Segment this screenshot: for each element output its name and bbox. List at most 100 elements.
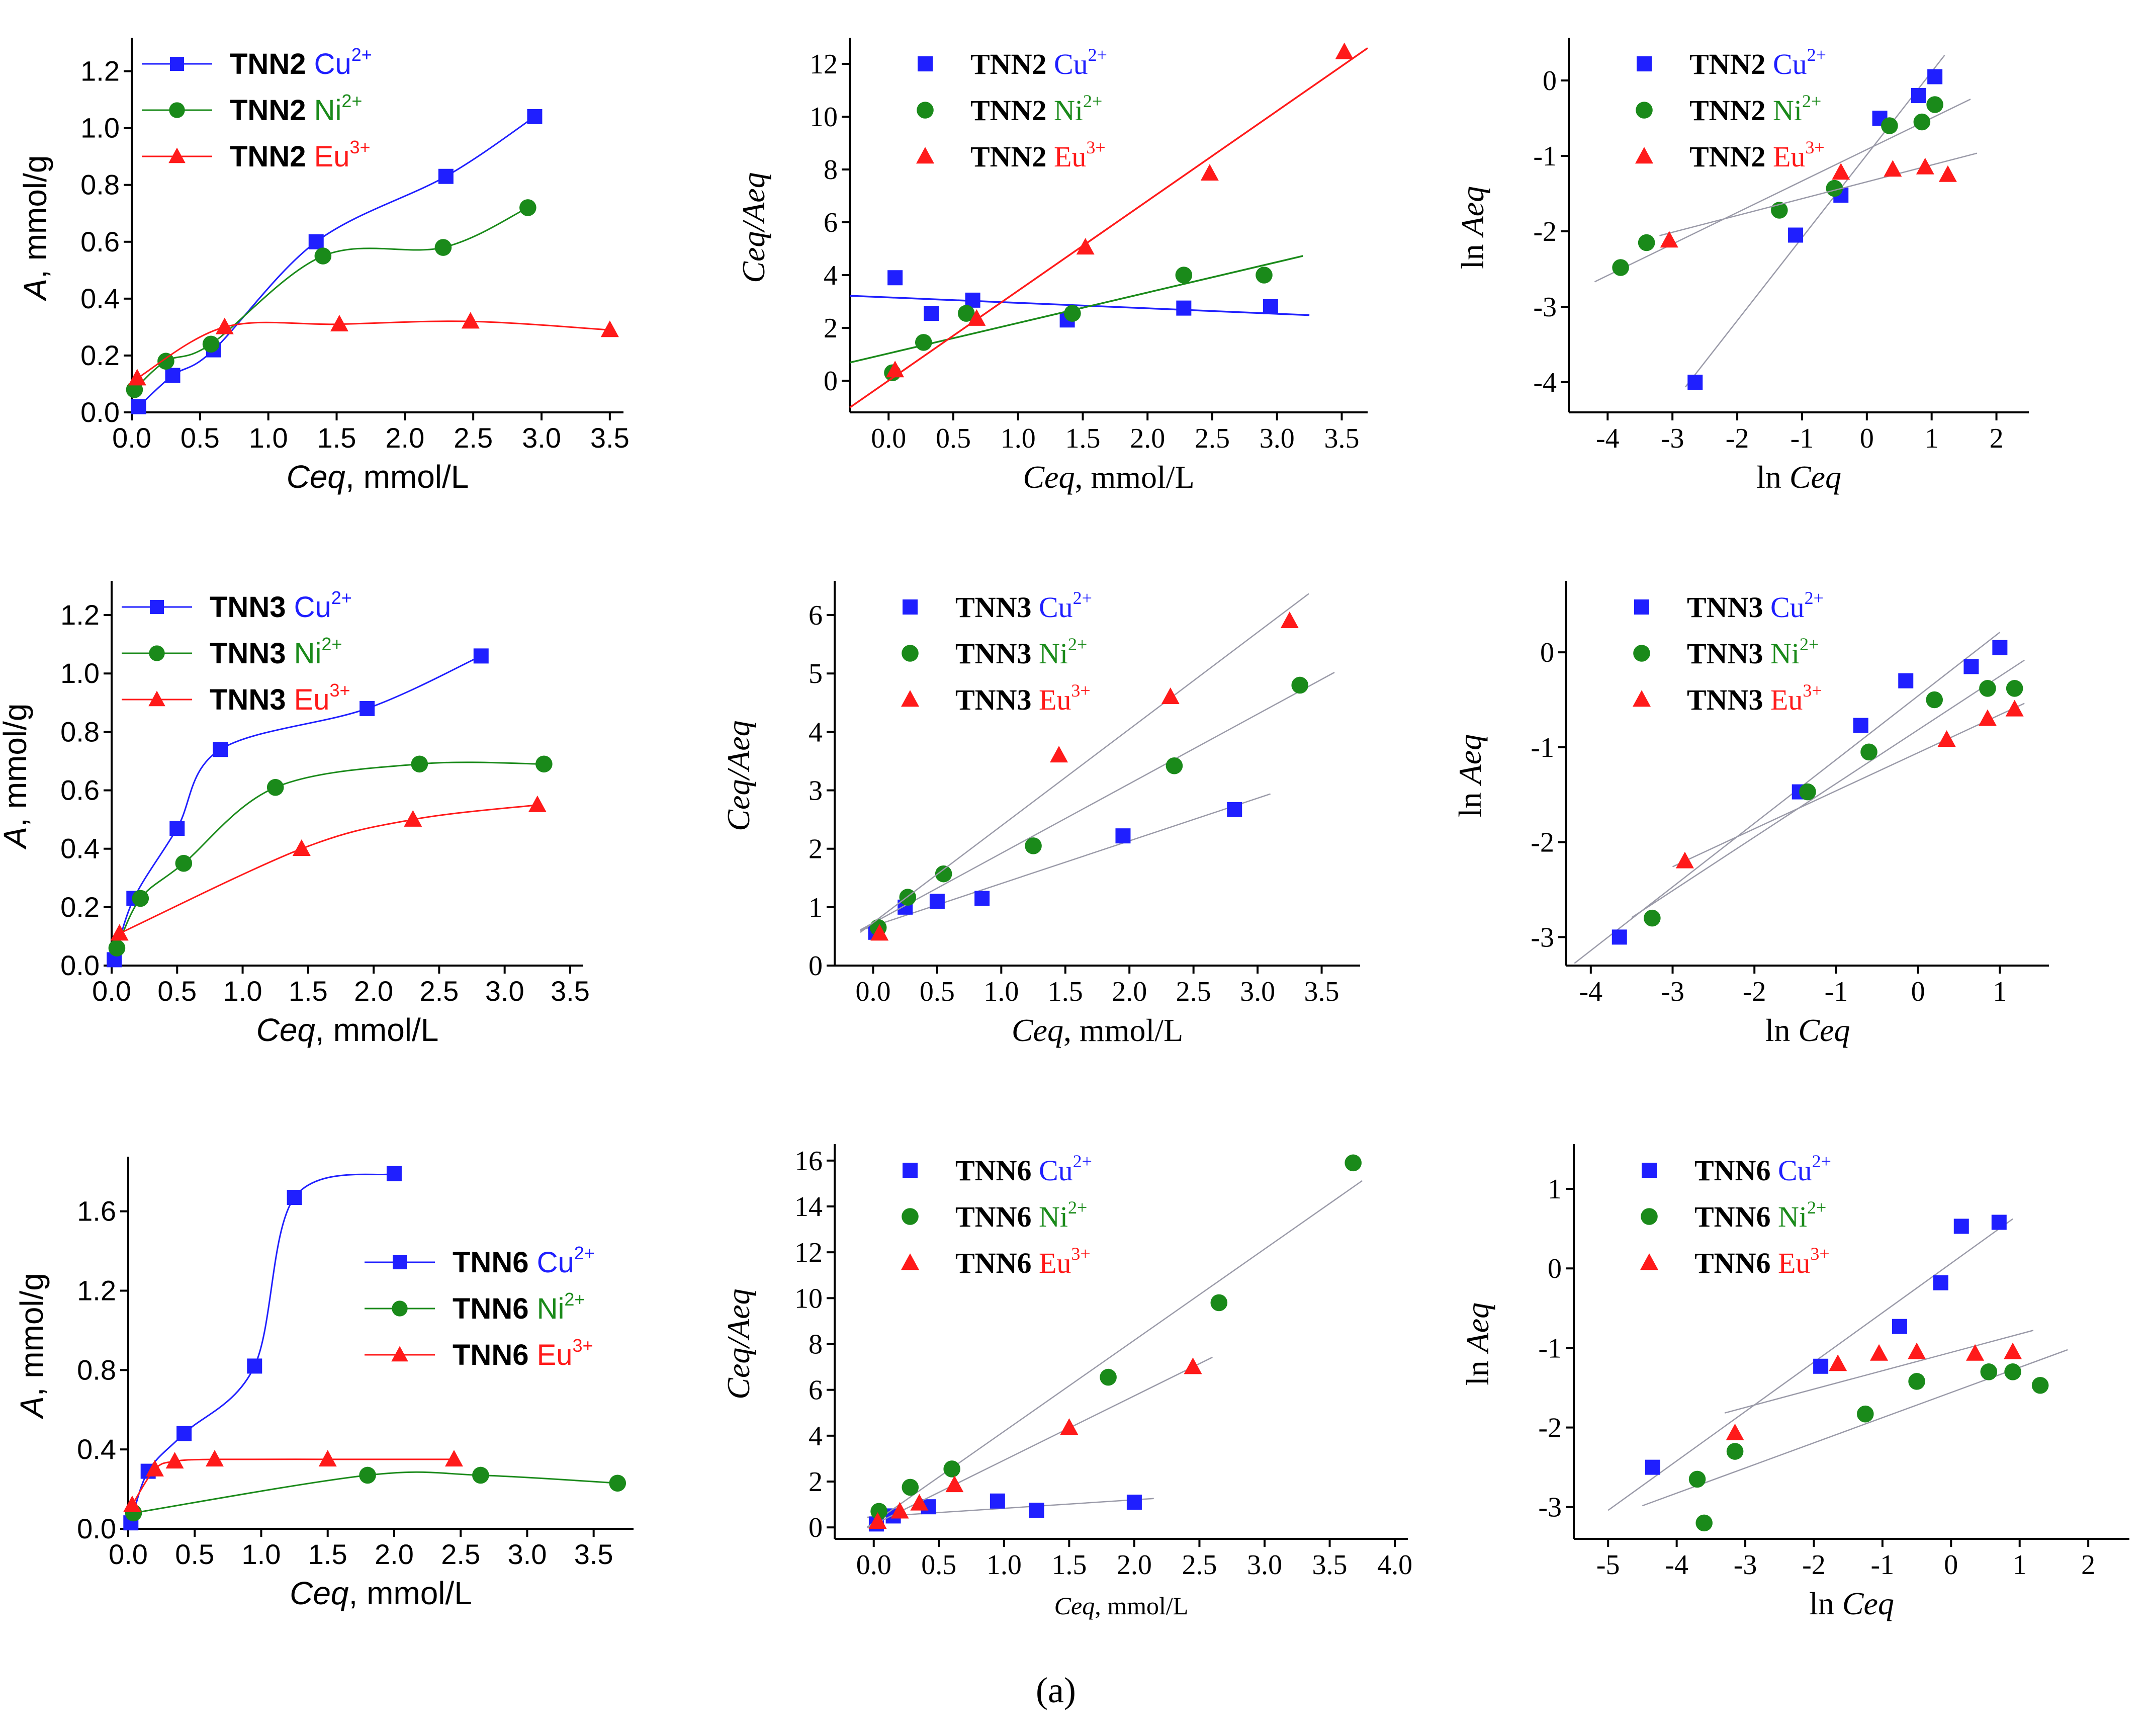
data-point [974,891,990,906]
y-tick-label: -1 [1531,732,1554,763]
data-point [1161,687,1180,704]
data-point [205,1450,224,1467]
legend-marker [391,1346,408,1362]
data-point [1884,160,1902,177]
caption-text: (a) [1036,1670,1076,1710]
x-tick-label: 2.5 [441,1538,480,1570]
y-axis-title: ln Aeq [1460,1303,1495,1385]
data-point [1870,1344,1889,1361]
data-point [1335,42,1354,59]
data-point [1184,1357,1202,1374]
x-tick-label: 2.5 [1195,423,1230,454]
regression-line [849,47,1368,408]
y-tick-label: 1.2 [77,1274,116,1306]
data-point [1029,1503,1044,1518]
legend-marker [902,1208,919,1225]
fit-curve [119,804,538,934]
data-point [902,1479,919,1496]
legend: TNN3 Cu2+ TNN3 Ni2+ TNN3 Eu3+ [1633,588,1824,716]
legend-entry: TNN6 Ni2+ [1694,1197,1826,1233]
data-point [314,247,332,265]
y-tick-label: 2 [809,834,823,865]
data-point [1227,802,1242,817]
y-tick-label: 0 [824,366,838,397]
data-point [519,199,536,216]
x-tick-label: 3.5 [1312,1549,1348,1581]
y-tick-label: 0 [809,950,823,982]
data-point [1892,1319,1907,1334]
x-tick-label: -1 [1791,423,1814,454]
legend-entry: TNN3 Ni2+ [210,634,342,670]
data-point [527,109,543,124]
series-cu [1607,1214,2013,1511]
y-tick-label: 0.6 [80,226,120,257]
x-tick-label: 1 [1993,976,2007,1007]
y-tick-label: 0 [809,1512,823,1543]
x-tick-label: -1 [1825,976,1848,1007]
regression-line [1724,1330,2034,1414]
x-tick-label: -4 [1579,976,1602,1007]
regression-line [860,593,1309,933]
legend: TNN3 Cu2+ TNN3 Ni2+ TNN3 Eu3+ [122,587,352,716]
data-point [1927,69,1943,84]
y-tick-label: 0.2 [80,339,120,371]
x-tick-label: -1 [1871,1549,1895,1581]
data-point [1076,238,1095,255]
x-tick-label: -3 [1661,976,1684,1007]
data-point [957,305,975,322]
fit-curve [133,1471,618,1514]
y-tick-label: 0.8 [80,169,120,201]
x-tick-label: 0.5 [936,423,971,454]
data-point [2004,1363,2021,1380]
data-point [929,894,945,909]
series-ni [108,755,553,957]
legend-entry: TNN6 Cu2+ [453,1243,595,1279]
series-cu [867,1493,1154,1532]
y-tick-label: 4 [809,717,823,748]
legend-entry: TNN3 Cu2+ [955,588,1092,624]
x-tick-label: 1 [1925,423,1939,454]
data-point [169,821,185,836]
legend-marker [393,1255,407,1269]
data-point [1881,117,1898,134]
y-tick-label: 3 [809,775,823,807]
x-tick-label: 0.5 [921,1549,956,1581]
x-tick-label: 2.0 [354,975,393,1007]
data-point [1911,88,1926,103]
x-tick-label: 1.5 [317,422,356,454]
data-point [128,369,146,386]
y-tick-label: -2 [1538,1413,1562,1444]
data-point [1856,1405,1874,1423]
series-cu [860,793,1271,940]
x-tick-label: -2 [1802,1549,1826,1581]
x-axis-title: ln Ceq [1809,1586,1894,1621]
regression-line [1607,1218,2013,1511]
data-point [132,890,149,907]
data-point [202,335,220,353]
data-point [1898,673,1914,688]
legend-marker [903,599,918,615]
x-tick-label: 1.5 [1051,1549,1087,1581]
y-tick-label: 12 [810,49,838,80]
data-point [943,1460,960,1478]
data-point [411,755,428,773]
data-point [404,810,422,827]
x-axis-title: Ceq, mmol/L [1012,1012,1183,1048]
data-point [1908,1373,1925,1390]
data-point [935,865,952,883]
x-axis-title: Ceq, mmol/L [290,1575,472,1611]
y-tick-label: 0.2 [60,891,100,923]
legend-marker [1641,1208,1658,1225]
data-point [1908,1342,1926,1359]
data-point [434,239,452,256]
y-tick-label: 6 [824,207,838,238]
legend-marker [150,600,164,614]
legend-entry: TNN6 Ni2+ [453,1289,585,1325]
data-point [1291,676,1309,694]
data-point [1799,783,1816,801]
data-point [1926,96,1943,113]
series-ni [849,255,1303,382]
data-point [108,939,126,957]
x-tick-label: -4 [1596,423,1620,454]
